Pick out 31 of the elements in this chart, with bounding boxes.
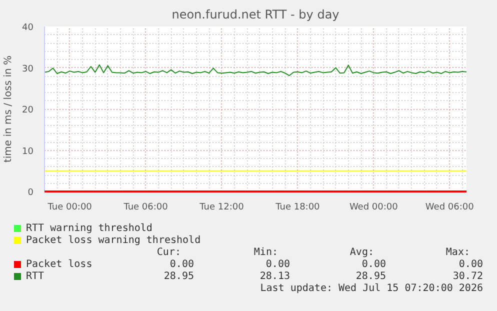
line-series bbox=[44, 64, 466, 76]
y-tick-label: 0 bbox=[28, 188, 34, 198]
text: 0.00 bbox=[266, 259, 290, 271]
legend-label: Packet loss bbox=[26, 259, 92, 271]
text: 0.00 bbox=[458, 259, 483, 271]
legend-label: RTT bbox=[26, 271, 44, 283]
y-tick-label: 10 bbox=[22, 146, 34, 157]
text: Max: bbox=[446, 247, 470, 259]
text: Avg: bbox=[350, 247, 374, 259]
x-tick-label: Tue 00:00 bbox=[46, 202, 92, 212]
text: 28.13 bbox=[260, 271, 290, 283]
text: Last update: Wed Jul 15 07:20:00 2026 bbox=[260, 283, 483, 295]
x-tick-label: Wed 00:00 bbox=[349, 202, 398, 212]
x-tick-label: Tue 18:00 bbox=[274, 202, 320, 212]
text: 0.00 bbox=[170, 259, 194, 271]
x-tick-label: Wed 06:00 bbox=[425, 202, 474, 212]
x-tick-label: Tue 12:00 bbox=[198, 202, 244, 212]
y-tick-label: 20 bbox=[22, 106, 34, 116]
y-tick-label: 30 bbox=[22, 64, 34, 74]
text: 0.00 bbox=[362, 259, 386, 271]
legend-label: Packet loss warning threshold bbox=[26, 235, 201, 247]
y-tick-label: 40 bbox=[22, 23, 34, 33]
y-axis-title: time in ms / loss in % bbox=[3, 55, 14, 163]
text: Min: bbox=[254, 247, 278, 259]
text: Cur: bbox=[156, 247, 181, 259]
text: 30.72 bbox=[452, 271, 483, 283]
chart-title: neon.furud.net RTT - by day bbox=[172, 8, 340, 22]
text: 28.95 bbox=[164, 271, 194, 283]
legend-label: RTT warning threshold bbox=[26, 223, 152, 235]
text: 28.95 bbox=[356, 271, 386, 283]
x-tick-label: Tue 06:00 bbox=[122, 202, 168, 212]
